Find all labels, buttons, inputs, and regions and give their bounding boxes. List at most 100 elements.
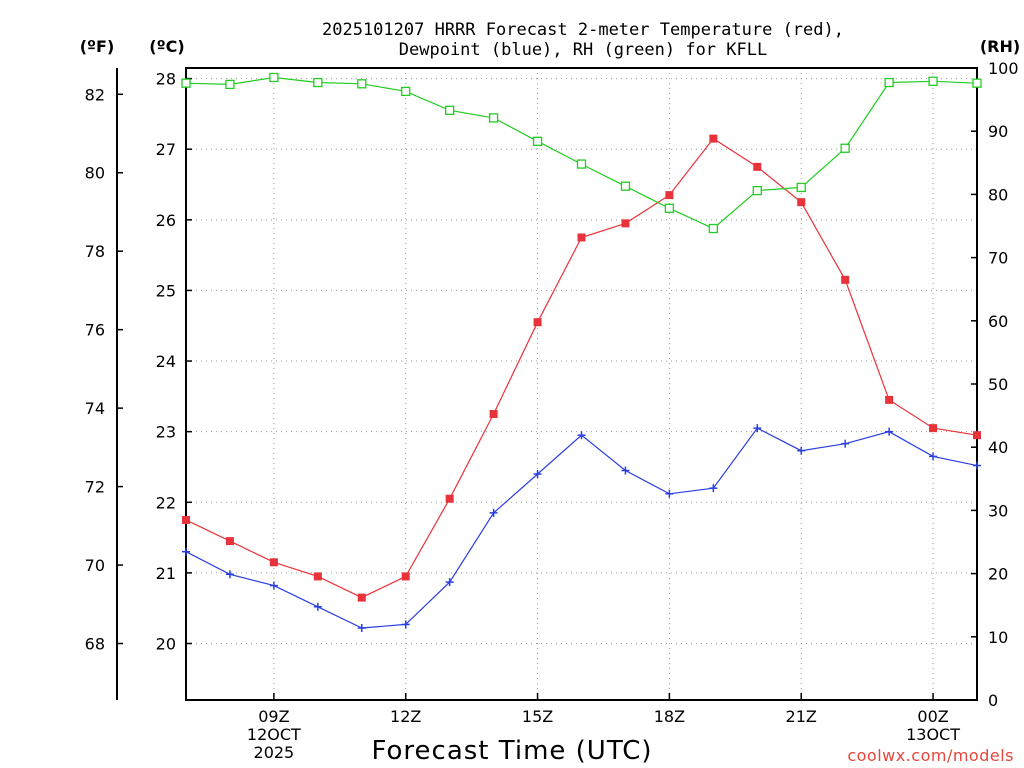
rh-line (185, 76, 978, 230)
rh-tick-label: 100 (988, 59, 1019, 78)
rh-point (488, 113, 499, 123)
temperature-point (797, 198, 806, 207)
x-tick-label: 15Z (522, 707, 553, 726)
fahrenheit-tick-label: 82 (85, 85, 105, 104)
celsius-tick-label: 20 (156, 635, 176, 654)
temperature-point (929, 424, 938, 433)
x-tick-label: 18Z (654, 707, 685, 726)
celsius-tick-label: 24 (156, 352, 176, 371)
rh-point (972, 78, 982, 88)
celsius-tick-label: 23 (156, 423, 176, 442)
dewpoint-point (225, 570, 234, 579)
temperature-point (665, 191, 674, 200)
dewpoint-point (313, 602, 322, 611)
rh-point (664, 203, 675, 213)
fahrenheit-tick-label: 76 (85, 321, 105, 340)
rh-point (928, 76, 938, 86)
celsius-tick-label: 27 (156, 140, 176, 159)
chart-title-line-1: 2025101207 HRRR Forecast 2-meter Tempera… (322, 20, 844, 40)
fahrenheit-tick-label: 68 (85, 635, 105, 654)
rh-tick-label: 90 (988, 122, 1008, 141)
rh-tick-label: 10 (988, 628, 1008, 647)
rh-point (225, 79, 235, 90)
celsius-tick-label: 22 (156, 493, 176, 512)
dewpoint-point (577, 431, 586, 440)
fahrenheit-tick-label: 70 (85, 556, 105, 575)
rh-tick-label: 60 (988, 312, 1008, 331)
fahrenheit-tick-label: 72 (85, 478, 105, 497)
celsius-tick-label: 26 (156, 211, 176, 230)
dewpoint-point (973, 461, 981, 470)
dewpoint-point (753, 424, 762, 433)
dewpoint-point (401, 620, 410, 629)
x-tick-label: 2025 (254, 743, 295, 762)
celsius-tick-label: 21 (156, 564, 176, 583)
rh-point (884, 77, 894, 88)
dewpoint-point (841, 439, 850, 448)
dewpoint-point (665, 489, 674, 498)
fahrenheit-tick-label: 74 (85, 399, 105, 418)
temperature-point (269, 558, 278, 567)
celsius-tick-label: 25 (156, 281, 176, 300)
rh-point (708, 223, 718, 234)
x-tick-label: 21Z (786, 707, 817, 726)
rh-point (796, 182, 806, 193)
temperature-point (533, 318, 542, 327)
dewpoint-point (489, 508, 498, 517)
dewpoint-point (533, 470, 542, 479)
source-credit: coolwx.com/models (847, 746, 1014, 765)
rh-point (357, 79, 367, 89)
rh-point (445, 105, 455, 115)
rh-point (269, 72, 279, 83)
temperature-point (621, 219, 630, 228)
temperature-point (885, 395, 894, 404)
dewpoint-point (445, 578, 454, 587)
rh-point (620, 181, 631, 191)
chart-titles: 2025101207 HRRR Forecast 2-meter Tempera… (322, 20, 844, 60)
dewpoint-point (269, 581, 278, 590)
rh-point (532, 136, 543, 146)
rh-point (576, 159, 587, 169)
x-tick-label: 00Z (917, 707, 948, 726)
temperature-point (445, 494, 454, 503)
fahrenheit-tick-label: 80 (85, 164, 105, 183)
temperature-point (313, 572, 322, 581)
axes: 20 21 22 23 24 25 26 27 28 68 70 72 74 76 78 80 82 0 10 20 3… (85, 59, 1019, 762)
rh-unit-label: (RH) (980, 37, 1020, 56)
temperature-point (709, 134, 718, 143)
temperature-point (182, 515, 190, 524)
dewpoint-point (709, 484, 718, 493)
fahrenheit-tick-label: 78 (85, 242, 105, 261)
rh-tick-label: 20 (988, 565, 1008, 584)
temperature-point (753, 162, 762, 171)
x-tick-label: 09Z (258, 707, 289, 726)
dewpoint-point (885, 427, 894, 436)
dewpoint-point (797, 446, 806, 455)
temperature-point (489, 410, 498, 419)
rh-point (181, 78, 191, 88)
temperature-point (401, 572, 410, 581)
temperature-point (357, 593, 366, 602)
celsius-tick-label: 28 (156, 70, 176, 89)
temperature-point (577, 233, 586, 242)
x-axis-title: Forecast Time (UTC) (371, 736, 652, 766)
rh-point (313, 77, 323, 88)
x-tick-label: 12OCT (247, 725, 301, 744)
temperature-point (841, 275, 850, 284)
temperature-point (225, 537, 234, 546)
x-tick-label: 13OCT (906, 725, 960, 744)
series-temperature (182, 134, 981, 602)
rh-tick-label: 0 (988, 691, 998, 710)
temperature-point (973, 431, 981, 440)
rh-tick-label: 70 (988, 249, 1008, 268)
dewpoint-line (185, 427, 978, 629)
fahrenheit-unit-label: (ºF) (80, 37, 115, 56)
rh-tick-label: 40 (988, 438, 1008, 457)
dewpoint-point (621, 466, 630, 475)
rh-point (752, 185, 762, 196)
dewpoint-point (929, 452, 938, 461)
dewpoint-point (182, 547, 190, 556)
temperature-line (185, 137, 978, 599)
rh-tick-label: 50 (988, 375, 1008, 394)
